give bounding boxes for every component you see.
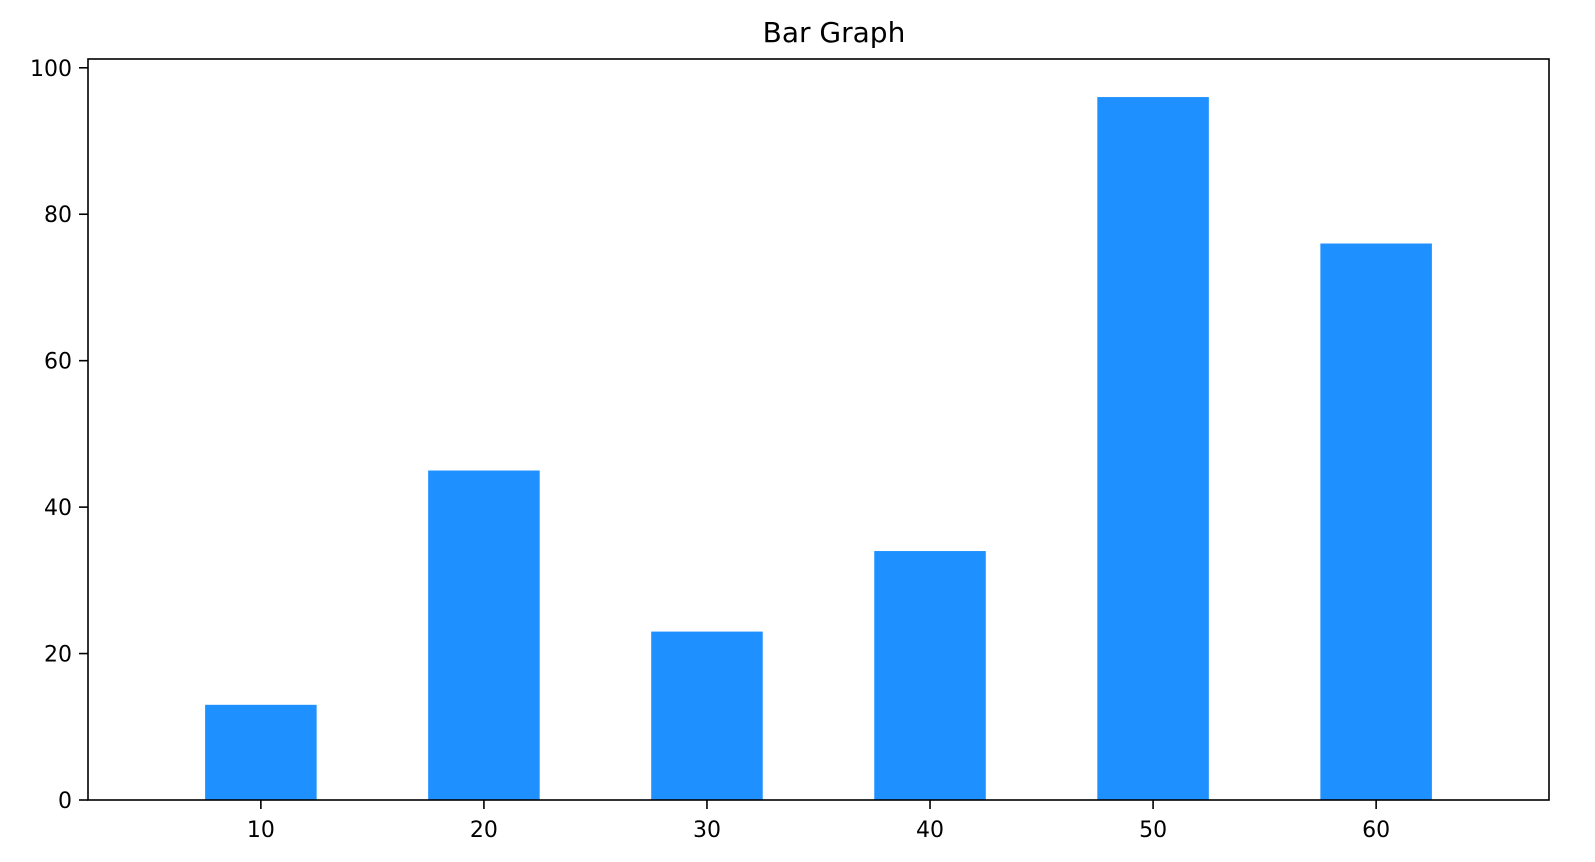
x-tick-label: 30 xyxy=(693,818,721,843)
y-tick-label: 20 xyxy=(44,643,72,668)
y-tick-label: 0 xyxy=(58,789,72,814)
x-tick-label: 10 xyxy=(247,818,275,843)
x-axis: 10 20 30 40 50 60 xyxy=(247,800,1390,843)
bar-40 xyxy=(874,551,986,800)
plot-frame xyxy=(87,58,1550,801)
x-tick-label: 20 xyxy=(470,818,498,843)
bar-10 xyxy=(205,704,317,800)
y-tick-label: 40 xyxy=(44,496,72,521)
y-axis: 0 20 40 60 80 100 xyxy=(30,57,88,814)
bar-50 xyxy=(1097,97,1209,801)
y-tick-label: 60 xyxy=(44,350,72,375)
bar-60 xyxy=(1320,243,1432,800)
x-tick-label: 40 xyxy=(916,818,944,843)
bar-20 xyxy=(428,470,540,800)
x-tick-label: 50 xyxy=(1139,818,1167,843)
y-tick-label: 100 xyxy=(30,57,72,82)
chart-title: Bar Graph xyxy=(763,16,906,49)
y-tick-label: 80 xyxy=(44,203,72,228)
bar-30 xyxy=(651,631,763,800)
x-tick-label: 60 xyxy=(1362,818,1390,843)
bars-group xyxy=(205,97,1432,801)
